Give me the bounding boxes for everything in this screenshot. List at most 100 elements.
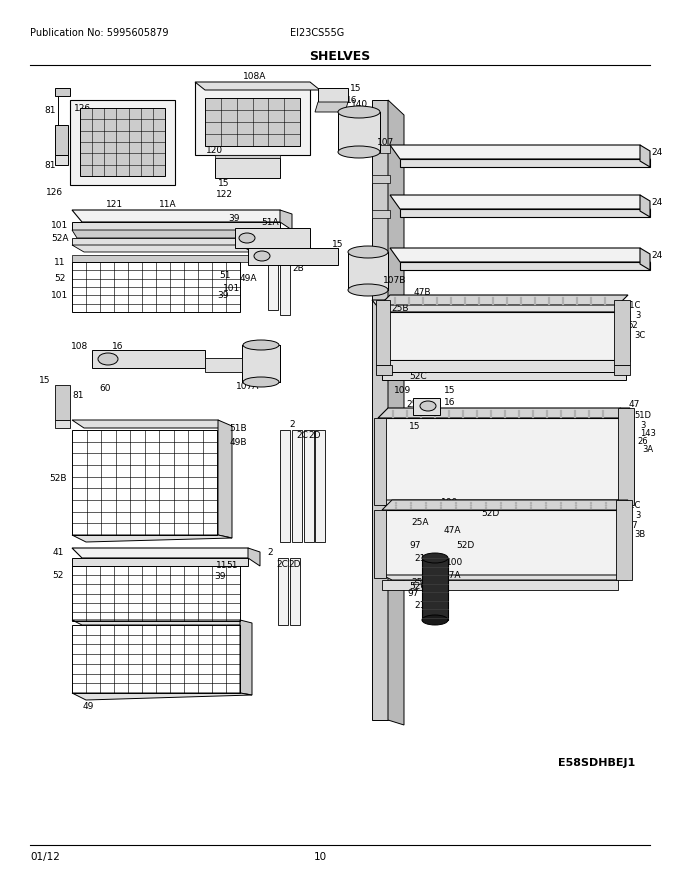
Polygon shape [640,195,650,217]
Circle shape [545,502,547,504]
Polygon shape [195,82,310,155]
Text: Publication No: 5995605879: Publication No: 5995605879 [30,28,169,38]
Circle shape [574,410,576,412]
Circle shape [455,507,457,510]
Polygon shape [372,100,388,720]
Circle shape [576,303,578,305]
Circle shape [434,414,436,416]
Ellipse shape [338,146,380,158]
Text: 49A: 49A [239,274,257,282]
Polygon shape [72,222,280,230]
Polygon shape [413,398,440,415]
Polygon shape [292,430,302,542]
Polygon shape [390,248,650,262]
Circle shape [604,299,606,301]
Polygon shape [378,500,634,510]
Circle shape [485,507,487,510]
Circle shape [520,299,522,301]
Circle shape [530,504,532,507]
Circle shape [504,416,506,418]
Text: 25A: 25A [411,517,429,526]
Circle shape [605,504,607,507]
Circle shape [406,410,408,412]
Circle shape [590,507,592,510]
Text: 16: 16 [112,341,124,350]
Text: 140: 140 [352,99,369,108]
Text: 2: 2 [283,238,289,246]
Polygon shape [72,245,252,252]
Circle shape [602,410,605,412]
Ellipse shape [243,377,279,387]
Circle shape [394,297,396,299]
Circle shape [576,297,578,299]
Circle shape [470,507,472,510]
Circle shape [436,297,438,299]
Polygon shape [618,500,630,578]
Circle shape [422,301,424,304]
Polygon shape [376,300,390,365]
Text: E58SDHBEJ1: E58SDHBEJ1 [558,758,635,768]
Text: 81: 81 [44,106,56,114]
Text: 15: 15 [409,422,421,430]
Text: 101: 101 [223,283,241,292]
Text: 47: 47 [628,400,640,408]
Circle shape [548,301,550,304]
Circle shape [506,301,508,304]
Circle shape [517,416,520,418]
Circle shape [517,414,520,416]
Polygon shape [72,535,232,542]
Circle shape [562,303,564,305]
Polygon shape [268,248,278,310]
Text: 11A: 11A [159,200,177,209]
Text: 15: 15 [444,385,456,394]
Text: 81: 81 [72,391,84,400]
Circle shape [462,414,464,416]
Polygon shape [382,500,628,510]
Circle shape [394,303,396,305]
Text: 39: 39 [217,290,228,299]
Circle shape [449,301,452,304]
Text: 3A: 3A [643,444,653,453]
Polygon shape [640,145,650,167]
Polygon shape [338,112,380,152]
Polygon shape [242,345,280,382]
Circle shape [394,299,396,301]
Circle shape [408,297,410,299]
Text: 25A: 25A [411,577,429,586]
Circle shape [588,416,590,418]
Text: 16: 16 [444,398,456,407]
Circle shape [504,414,506,416]
Circle shape [560,416,562,418]
Circle shape [560,412,562,414]
Text: 52D: 52D [481,509,499,517]
Text: 51C: 51C [625,300,641,310]
Circle shape [478,299,480,301]
Circle shape [546,414,548,416]
Ellipse shape [243,340,279,350]
Circle shape [515,502,517,504]
Text: 3B: 3B [634,530,645,539]
Text: 15: 15 [333,239,344,248]
Text: 101: 101 [52,290,69,299]
Text: 107A: 107A [237,382,260,391]
Text: 15: 15 [124,354,136,363]
Polygon shape [72,548,258,558]
Circle shape [604,297,606,299]
Circle shape [395,502,397,504]
Circle shape [436,299,438,301]
Circle shape [515,507,517,510]
Bar [72,625,240,693]
Polygon shape [318,88,348,102]
Polygon shape [280,210,292,230]
Text: 62: 62 [628,320,639,329]
Ellipse shape [254,251,270,261]
Circle shape [462,410,464,412]
Polygon shape [372,145,390,153]
Circle shape [548,297,550,299]
Circle shape [476,414,478,416]
Polygon shape [382,510,618,575]
Circle shape [500,504,503,507]
Text: 51C: 51C [625,501,641,510]
Circle shape [395,504,397,507]
Text: 24: 24 [651,251,662,260]
